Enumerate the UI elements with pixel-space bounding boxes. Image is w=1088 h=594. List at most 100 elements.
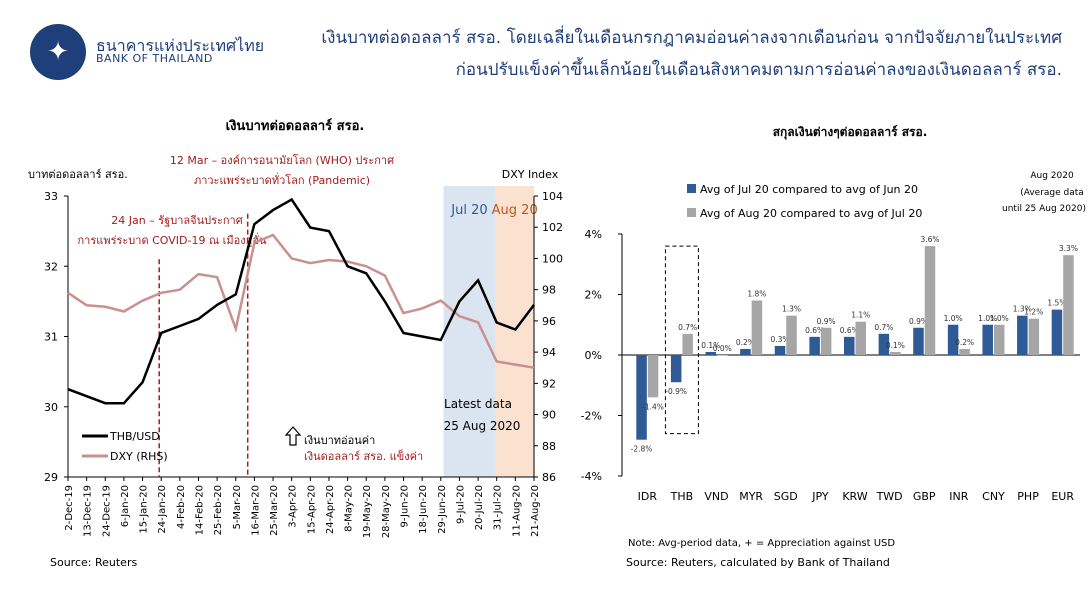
x-tick-label: 15-Apr-20 bbox=[306, 485, 317, 534]
headline-line-2: ก่อนปรับแข็งค่าขึ้นเล็กน้อยในเดือนสิงหาค… bbox=[455, 60, 1062, 80]
currency-bar-chart: สกุลเงินต่างๆต่อดอลลาร์ สรอ. Avg of Jul … bbox=[581, 125, 1086, 569]
x-tick-label: 9-Jun-20 bbox=[400, 485, 411, 528]
bar-aug bbox=[820, 327, 832, 355]
bank-logo: ✦ bbox=[30, 24, 86, 80]
bar-jul bbox=[774, 345, 786, 355]
x-tick-label: 19-May-20 bbox=[362, 485, 373, 538]
bar-aug-value-label: 0.7% bbox=[678, 323, 697, 332]
bar-y-tick-label: 4% bbox=[585, 228, 602, 241]
legend-thb: THB/USD bbox=[82, 430, 160, 443]
dxy-series-line bbox=[67, 233, 535, 369]
y-right-tick-label: 86 bbox=[542, 471, 556, 484]
bar-axes: -4% -2% 0% 2% 4% IDR THB VND MYR SGD JPY KRW TWD GBP I… bbox=[581, 228, 1080, 503]
x-tick-label: 13-Dec-19 bbox=[83, 485, 94, 537]
y-right-tick-label: 102 bbox=[542, 221, 563, 234]
x-tick-label: 14-Feb-20 bbox=[194, 485, 205, 535]
bar-jul-value-label: 0.3% bbox=[770, 335, 789, 344]
bar-jul-value-label: 0.2% bbox=[736, 338, 755, 347]
bar-aug bbox=[786, 315, 797, 355]
bar-jul-value-label: -0.9% bbox=[665, 387, 687, 396]
bar-category-label: CNY bbox=[982, 490, 1005, 503]
y-right-tick-label: 96 bbox=[542, 315, 556, 328]
latest-data-label: Latest data bbox=[444, 397, 512, 411]
bar-aug-value-label: 0.2% bbox=[955, 338, 974, 347]
y-right-tick-label: 92 bbox=[542, 377, 556, 390]
annotation-china-line-2: การแพร่ระบาด COVID-19 ณ เมืองอู่ฮั่น bbox=[78, 232, 267, 247]
bar-category-label: VND bbox=[704, 490, 728, 503]
bar-aug-value-label: 3.3% bbox=[1059, 244, 1078, 253]
bar-aug bbox=[924, 246, 936, 355]
bar-jul-value-label: 1.5% bbox=[1047, 299, 1066, 308]
bar-aug-value-label: 1.8% bbox=[747, 290, 766, 299]
bar-category-label: IDR bbox=[638, 490, 658, 503]
bar-jul bbox=[844, 336, 855, 355]
up-arrow-icon bbox=[284, 426, 302, 446]
bar-jul-value-label: 1.0% bbox=[944, 314, 963, 323]
bar-category-label: EUR bbox=[1051, 490, 1074, 503]
bars: -2.8%-1.4%-0.9%0.7%0.1%0.0%0.2%1.8%0.3%1… bbox=[631, 235, 1078, 454]
bar-aug bbox=[751, 300, 763, 355]
left-axes: 29 30 31 32 33 86 88 90 92 94 96 98 100 102 104 2-Dec-1… bbox=[44, 190, 563, 538]
bar-category-label: MYR bbox=[739, 490, 763, 503]
header: ✦ ธนาคารแห่งประเทศไทย BANK OF THAILAND เ… bbox=[0, 0, 1088, 100]
bar-category-label: THB bbox=[670, 490, 694, 503]
right-note-line-2: (Average data bbox=[1020, 188, 1084, 198]
latest-data-date: 25 Aug 2020 bbox=[444, 419, 521, 433]
bar-category-label: INR bbox=[949, 490, 968, 503]
bar-y-tick-label: -4% bbox=[581, 470, 602, 483]
bar-aug bbox=[1028, 318, 1040, 355]
x-tick-label: 20-Jul-20 bbox=[474, 485, 485, 530]
x-tick-label: 31-Jul-20 bbox=[493, 485, 504, 530]
band-jul-label: Jul 20 bbox=[450, 203, 487, 218]
bar-category-label: TWD bbox=[876, 490, 903, 503]
x-tick-label: 28-May-20 bbox=[381, 485, 392, 538]
bar-jul bbox=[878, 333, 890, 355]
bar-aug bbox=[717, 355, 728, 356]
legend-aug-label: Avg of Aug 20 compared to avg of Jul 20 bbox=[700, 207, 922, 220]
bar-aug bbox=[993, 324, 1005, 355]
legend-dxy: DXY (RHS) bbox=[82, 450, 168, 463]
right-note-line-1: Aug 2020 bbox=[1030, 171, 1074, 181]
bar-aug-value-label: 0.0% bbox=[713, 344, 732, 353]
bar-jul bbox=[705, 351, 717, 355]
bar-jul-value-label: 1.3% bbox=[1013, 305, 1032, 314]
left-chart-title: เงินบาทต่อดอลลาร์ สรอ. bbox=[226, 118, 365, 134]
y-left-tick-label: 30 bbox=[44, 401, 58, 414]
aug-highlight-band bbox=[495, 186, 534, 477]
bar-jul bbox=[740, 348, 751, 355]
bar-aug-value-label: 1.2% bbox=[1024, 308, 1043, 317]
right-footnote: Note: Avg-period data, + = Appreciation … bbox=[628, 538, 895, 549]
x-tick-label: 16-Mar-20 bbox=[250, 485, 261, 536]
y-right-tick-label: 94 bbox=[542, 346, 556, 359]
bar-category-label: JPY bbox=[811, 490, 829, 503]
legend-aug-swatch bbox=[687, 208, 696, 217]
bar-jul bbox=[809, 336, 820, 355]
legend-thb-label: THB/USD bbox=[109, 430, 160, 443]
x-tick-label: 6-Jan-20 bbox=[120, 485, 131, 527]
bar-aug-value-label: 1.3% bbox=[782, 305, 801, 314]
x-tick-label: 24-Jan-20 bbox=[157, 485, 168, 534]
bar-aug bbox=[855, 321, 866, 355]
y-left-tick-label: 31 bbox=[44, 331, 58, 344]
x-tick-label: 25-Feb-20 bbox=[213, 485, 224, 535]
y-left-axis-label: บาทต่อดอลลาร์ สรอ. bbox=[28, 168, 128, 181]
bar-jul-value-label: 0.7% bbox=[874, 323, 893, 332]
bar-aug bbox=[1063, 255, 1074, 355]
arrow-label-1: เงินบาทอ่อนค่า bbox=[304, 434, 375, 447]
jul-highlight-band bbox=[443, 186, 496, 477]
y-right-tick-label: 90 bbox=[542, 409, 556, 422]
legend-dxy-label: DXY (RHS) bbox=[110, 450, 168, 463]
x-tick-label: 11-Aug-20 bbox=[511, 485, 522, 537]
legend-jul-label: Avg of Jul 20 compared to avg of Jun 20 bbox=[700, 183, 918, 196]
thb-series-line bbox=[67, 197, 535, 405]
bar-jul bbox=[947, 324, 959, 355]
bar-jul-value-label: 0.6% bbox=[840, 326, 859, 335]
headline: เงินบาทต่อดอลลาร์ สรอ. โดยเฉลี่ยในเดือนก… bbox=[302, 22, 1062, 86]
bar-category-label: KRW bbox=[842, 490, 867, 503]
bar-aug bbox=[890, 351, 901, 355]
right-note-line-3: until 25 Aug 2020) bbox=[1002, 204, 1086, 214]
x-tick-label: 3-Apr-20 bbox=[288, 485, 299, 528]
bar-aug bbox=[682, 333, 693, 355]
bar-category-label: PHP bbox=[1017, 490, 1039, 503]
annotation-china-line-1: 24 Jan – รัฐบาลจีนประกาศ bbox=[111, 214, 242, 227]
